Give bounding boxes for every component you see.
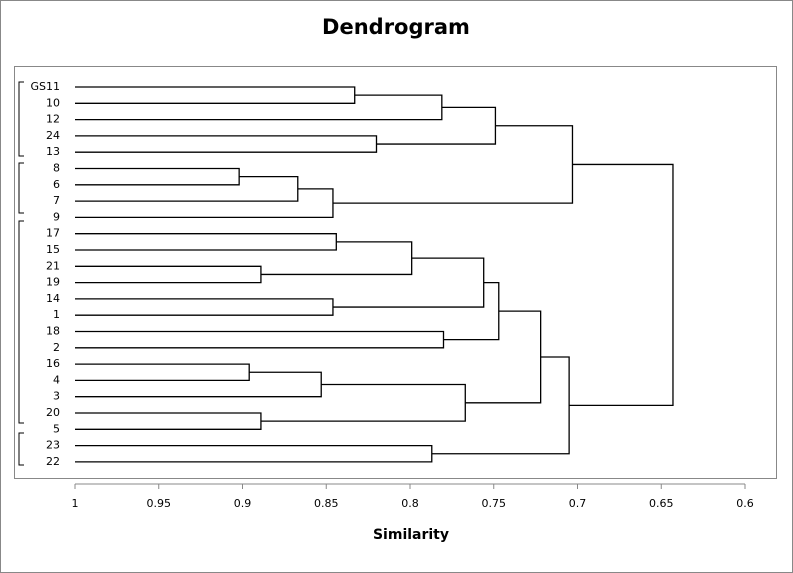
x-tick-label: 0.7 (569, 497, 587, 510)
group-bracket (18, 432, 24, 466)
x-tick-label: 0.85 (314, 497, 339, 510)
leaf-label: 10 (46, 96, 60, 109)
group-bracket (18, 162, 24, 214)
group-bracket (18, 81, 24, 157)
leaf-label: 7 (53, 194, 60, 207)
x-axis-title: Similarity (373, 527, 449, 543)
leaf-label: 14 (46, 292, 60, 305)
x-tick-label: 0.95 (147, 497, 172, 510)
group-brackets (18, 81, 24, 466)
dendrogram-link (569, 163, 674, 407)
x-tick-label: 0.75 (482, 497, 507, 510)
leaf-label: 24 (46, 129, 60, 142)
leaf-label: 15 (46, 243, 60, 256)
x-tick-label: 1 (72, 497, 79, 510)
x-tick-label: 0.9 (234, 497, 252, 510)
leaf-label: 21 (46, 259, 60, 272)
chart-title: Dendrogram (322, 15, 470, 39)
leaf-label: GS11 (30, 80, 60, 93)
leaf-label: 2 (53, 341, 60, 354)
x-tick-label: 0.6 (736, 497, 754, 510)
leaf-label: 5 (53, 422, 60, 435)
leaf-label: 12 (46, 113, 60, 126)
leaf-label: 17 (46, 227, 60, 240)
leaf-label: 19 (46, 276, 60, 289)
leaf-label: 9 (53, 210, 60, 223)
group-bracket (18, 220, 24, 424)
leaf-label: 6 (53, 178, 60, 191)
leaf-label: 13 (46, 145, 60, 158)
leaf-label: 3 (53, 390, 60, 403)
leaf-label: 22 (46, 455, 60, 468)
leaf-label: 4 (53, 373, 60, 386)
x-tick-label: 0.65 (649, 497, 674, 510)
leaf-label: 23 (46, 439, 60, 452)
leaf-label: 16 (46, 357, 60, 370)
leaf-label: 8 (53, 162, 60, 175)
plot-border (14, 66, 777, 479)
leaf-label: 18 (46, 325, 60, 338)
leaf-label: 1 (53, 308, 60, 321)
leaf-label: 20 (46, 406, 60, 419)
x-tick-label: 0.8 (401, 497, 419, 510)
